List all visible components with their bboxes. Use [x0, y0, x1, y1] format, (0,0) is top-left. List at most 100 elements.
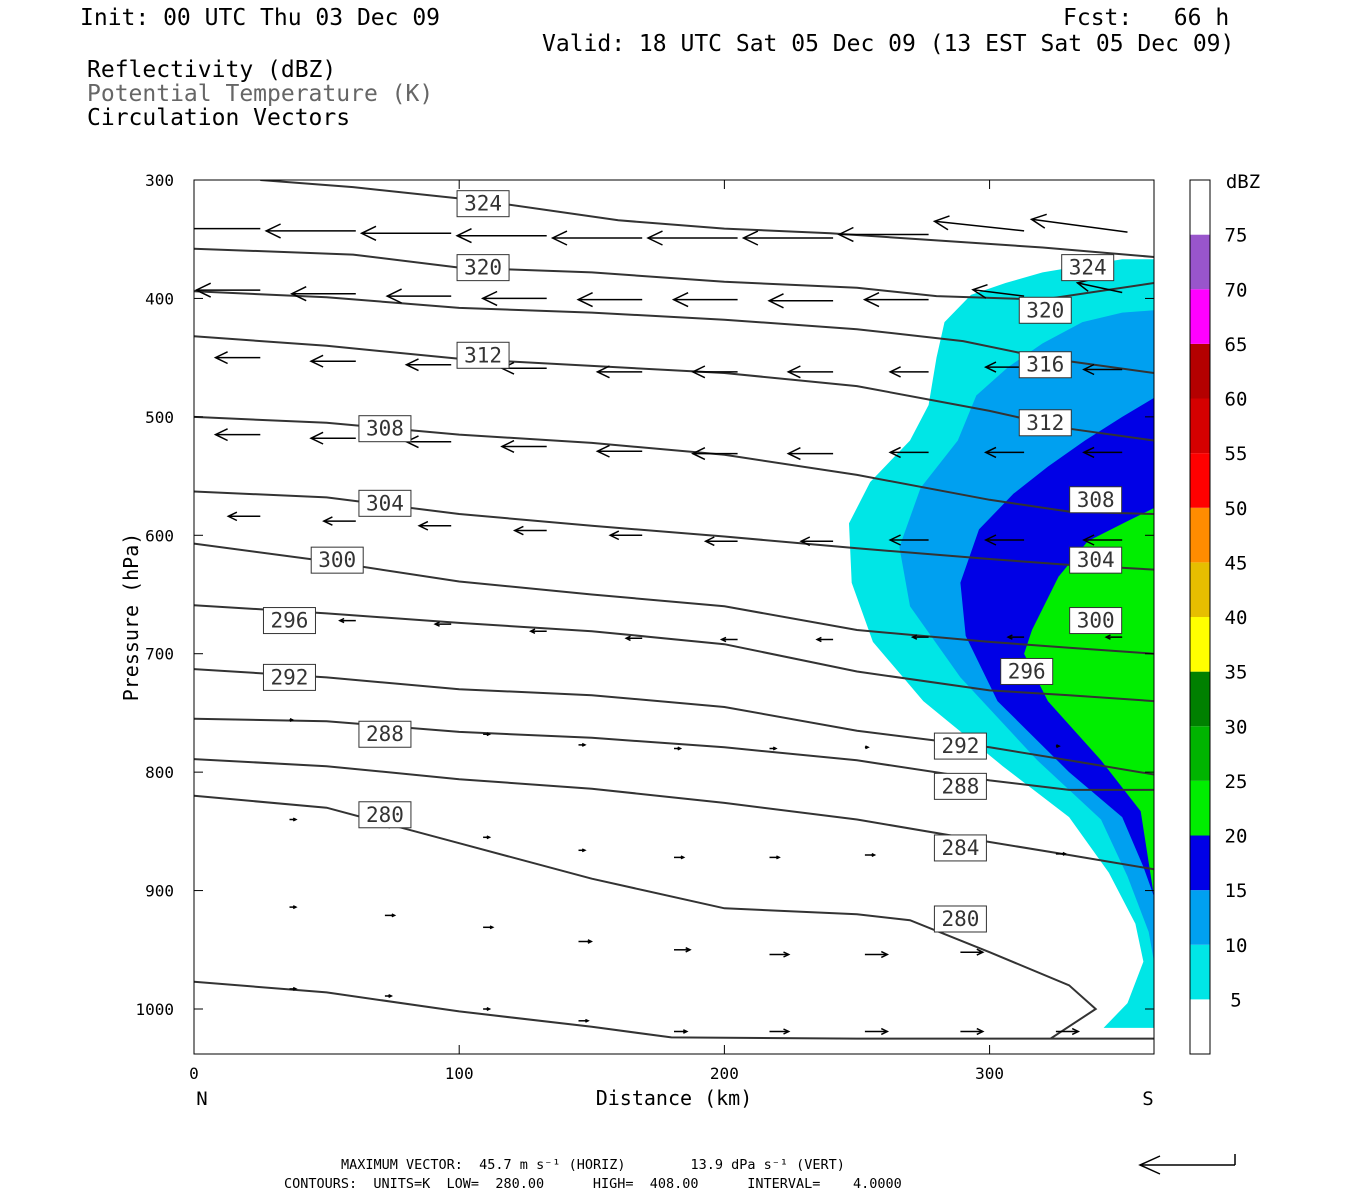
circulation-vector	[194, 282, 261, 298]
circulation-vector	[309, 431, 356, 445]
colorbar-label: 55	[1225, 443, 1248, 465]
legend-reflectivity: Reflectivity (dBZ)	[87, 57, 337, 83]
contour-label-308: 308	[1069, 486, 1123, 514]
circulation-vector	[1055, 744, 1061, 749]
circulation-vector	[741, 230, 834, 246]
circulation-vector	[528, 628, 547, 634]
circulation-vector	[578, 848, 587, 853]
circulation-vector	[786, 447, 834, 461]
circulation-vector	[799, 536, 834, 547]
colorbar-units: dBZ	[1226, 171, 1260, 193]
contour-label-292: 292	[262, 663, 316, 691]
circulation-vector	[864, 1027, 890, 1036]
circulation-vector	[674, 947, 692, 953]
circulation-vector	[888, 446, 929, 459]
circulation-vector	[264, 223, 356, 239]
colorbar-label: 75	[1225, 225, 1248, 247]
circulation-vector	[983, 361, 1025, 373]
circulation-vector	[578, 939, 593, 944]
svg-text:292: 292	[941, 734, 979, 758]
circulation-vector	[309, 354, 356, 368]
circulation-vector	[1082, 363, 1123, 376]
circulation-vector	[512, 525, 547, 536]
contour-label-284: 284	[933, 834, 987, 862]
circulation-vector	[960, 1027, 985, 1036]
circulation-vector	[646, 230, 738, 246]
svg-text:308: 308	[1077, 488, 1115, 512]
y-tick-label: 300	[145, 171, 174, 190]
x-axis-label: Distance (km)	[596, 1086, 753, 1110]
circulation-vector	[888, 366, 929, 378]
colorbar-label: 60	[1225, 389, 1248, 411]
svg-text:324: 324	[1069, 256, 1107, 280]
circulation-vector	[483, 1007, 492, 1011]
colorbar-label: 30	[1225, 716, 1248, 738]
circulation-vector	[769, 855, 781, 860]
theta-292-contour	[194, 668, 1154, 776]
x-end-label-north: N	[196, 1088, 207, 1110]
circulation-vector	[671, 292, 738, 308]
circulation-vector	[1082, 446, 1123, 459]
colorbar-segment	[1190, 890, 1210, 945]
theta-284-contour	[194, 758, 1154, 871]
colorbar-label: 50	[1225, 498, 1248, 520]
circulation-vector	[338, 617, 356, 624]
theta-300-contour	[194, 542, 1154, 655]
colorbar-segment	[1190, 671, 1210, 727]
contour-label-280: 280	[933, 905, 987, 933]
colorbar-segment	[1190, 835, 1210, 891]
colorbar: 5 10 15 20 25 30 35 40 45 50 55 60 65 70 75	[1189, 179, 1248, 1055]
circulation-vector	[289, 986, 298, 991]
colorbar-label: 45	[1225, 552, 1248, 574]
circulation-vector	[289, 718, 295, 722]
circulation-vector	[691, 365, 738, 379]
circulation-vector	[769, 746, 778, 751]
contour-label-304: 304	[358, 489, 412, 517]
circulation-vector	[433, 621, 452, 627]
svg-text:288: 288	[366, 722, 404, 746]
circulation-vector	[595, 444, 643, 458]
circulation-vector	[595, 365, 643, 379]
circulation-vector	[322, 516, 356, 526]
footer-max-vector: MAXIMUM VECTOR: 45.7 m s⁻¹ (HORIZ) 13.9 …	[341, 1157, 845, 1173]
circulation-vector	[483, 925, 495, 930]
reference-vector-icon	[1138, 1154, 1236, 1175]
colorbar-label: 20	[1225, 826, 1248, 848]
circulation-vector	[578, 742, 587, 747]
circulation-vector	[888, 534, 929, 546]
y-tick-label: 500	[145, 408, 174, 427]
contour-label-296: 296	[1000, 657, 1054, 685]
colorbar-segment	[1190, 726, 1210, 781]
svg-text:296: 296	[1008, 659, 1046, 683]
circulation-vector	[455, 228, 547, 244]
plot-frame	[193, 179, 1155, 1055]
circulation-vectors	[194, 213, 1128, 1036]
circulation-vector	[960, 948, 985, 956]
svg-text:312: 312	[1026, 411, 1064, 435]
contour-label-288: 288	[933, 772, 987, 800]
contour-label-312: 312	[456, 341, 510, 369]
y-tick-label: 1000	[135, 1000, 174, 1019]
colorbar-segment	[1190, 944, 1210, 1000]
circulation-vector	[983, 446, 1025, 459]
svg-text:284: 284	[941, 836, 979, 860]
x-end-label-south: S	[1142, 1088, 1153, 1110]
circulation-vector	[719, 636, 738, 643]
circulation-vector	[837, 226, 929, 243]
colorbar-label: 15	[1225, 880, 1248, 902]
y-tick-label: 900	[145, 882, 174, 901]
svg-text:308: 308	[366, 417, 404, 441]
y-tick-label: 600	[145, 526, 174, 545]
contour-label-320: 320	[456, 254, 510, 282]
svg-text:300: 300	[1077, 609, 1115, 633]
circulation-vector	[226, 511, 261, 522]
svg-text:312: 312	[464, 343, 502, 367]
colorbar-label: 25	[1225, 771, 1248, 793]
theta-280-contour	[194, 794, 1098, 1040]
svg-text:292: 292	[271, 665, 309, 689]
svg-text:324: 324	[464, 192, 502, 216]
circulation-vector	[786, 365, 834, 379]
x-tick-label: 300	[975, 1064, 1004, 1083]
colorbar-segment	[1190, 234, 1210, 290]
svg-text:296: 296	[271, 609, 309, 633]
